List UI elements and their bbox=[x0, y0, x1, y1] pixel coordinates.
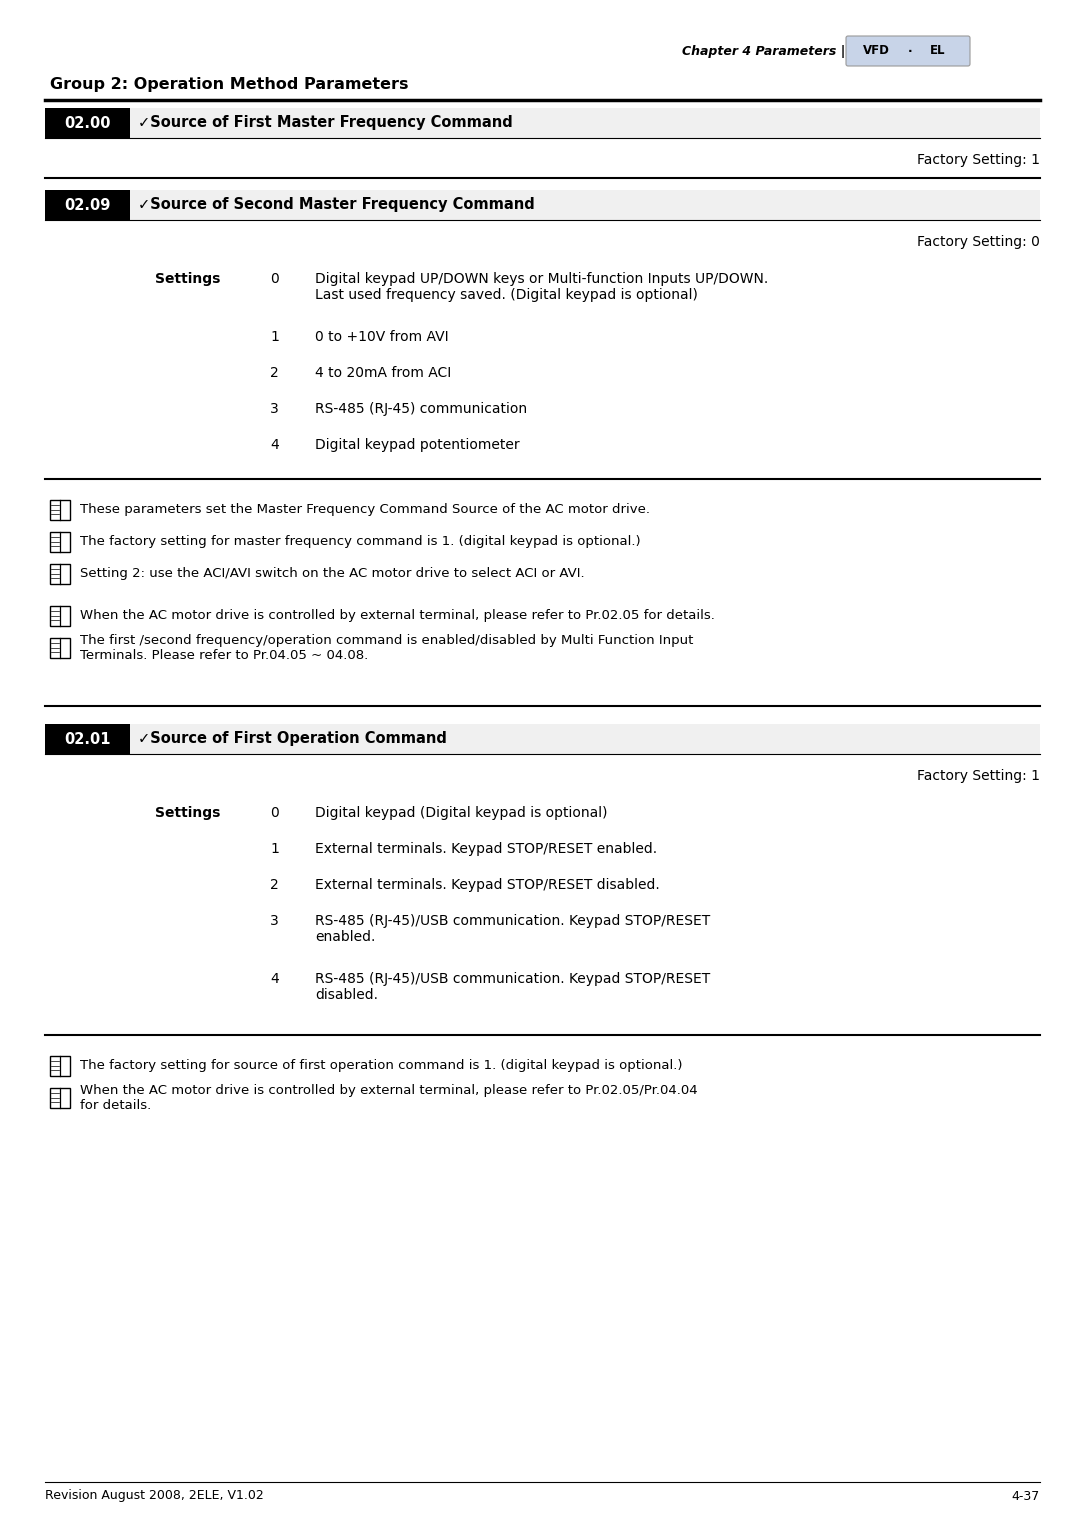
Text: Settings: Settings bbox=[156, 272, 220, 285]
Text: Factory Setting: 0: Factory Setting: 0 bbox=[917, 235, 1040, 249]
Text: External terminals. Keypad STOP/RESET disabled.: External terminals. Keypad STOP/RESET di… bbox=[315, 877, 660, 891]
Bar bbox=[45, 190, 130, 219]
Text: 1: 1 bbox=[270, 842, 279, 856]
Text: 2: 2 bbox=[270, 367, 279, 380]
Text: Setting 2: use the ACI/AVI switch on the AC motor drive to select ACI or AVI.: Setting 2: use the ACI/AVI switch on the… bbox=[80, 568, 584, 580]
Text: RS-485 (RJ-45)/USB communication. Keypad STOP/RESET
enabled.: RS-485 (RJ-45)/USB communication. Keypad… bbox=[315, 914, 711, 945]
Text: 1: 1 bbox=[270, 330, 279, 344]
Text: Digital keypad UP/DOWN keys or Multi-function Inputs UP/DOWN.
Last used frequenc: Digital keypad UP/DOWN keys or Multi-fun… bbox=[315, 272, 768, 302]
Bar bbox=[50, 532, 70, 552]
Text: ·: · bbox=[907, 44, 913, 57]
Bar bbox=[50, 1088, 70, 1108]
Bar bbox=[50, 606, 70, 626]
Text: 4: 4 bbox=[270, 439, 279, 453]
Text: These parameters set the Master Frequency Command Source of the AC motor drive.: These parameters set the Master Frequenc… bbox=[80, 503, 650, 517]
Text: ✓Source of First Operation Command: ✓Source of First Operation Command bbox=[138, 732, 447, 747]
Text: Chapter 4 Parameters |: Chapter 4 Parameters | bbox=[681, 46, 845, 58]
Text: When the AC motor drive is controlled by external terminal, please refer to Pr.0: When the AC motor drive is controlled by… bbox=[80, 1085, 698, 1112]
Text: RS-485 (RJ-45)/USB communication. Keypad STOP/RESET
disabled.: RS-485 (RJ-45)/USB communication. Keypad… bbox=[315, 973, 711, 1002]
Text: VFD: VFD bbox=[863, 44, 890, 57]
Text: Digital keypad (Digital keypad is optional): Digital keypad (Digital keypad is option… bbox=[315, 805, 607, 821]
Text: Settings: Settings bbox=[156, 805, 220, 821]
Bar bbox=[50, 500, 70, 520]
Text: 2: 2 bbox=[270, 877, 279, 891]
Text: 3: 3 bbox=[270, 402, 279, 416]
Text: 02.00: 02.00 bbox=[64, 115, 111, 130]
Text: 3: 3 bbox=[270, 914, 279, 928]
Bar bbox=[50, 638, 70, 658]
Text: ✓Source of Second Master Frequency Command: ✓Source of Second Master Frequency Comma… bbox=[138, 198, 535, 213]
Text: External terminals. Keypad STOP/RESET enabled.: External terminals. Keypad STOP/RESET en… bbox=[315, 842, 657, 856]
Text: Factory Setting: 1: Factory Setting: 1 bbox=[917, 153, 1040, 167]
Text: 0: 0 bbox=[270, 272, 279, 285]
Bar bbox=[45, 724, 130, 755]
Text: 02.09: 02.09 bbox=[65, 198, 110, 213]
Text: 4-37: 4-37 bbox=[1012, 1490, 1040, 1502]
Bar bbox=[45, 107, 130, 138]
Text: 0 to +10V from AVI: 0 to +10V from AVI bbox=[315, 330, 448, 344]
Bar bbox=[50, 1055, 70, 1075]
Text: EL: EL bbox=[930, 44, 946, 57]
Bar bbox=[130, 107, 1040, 138]
Text: When the AC motor drive is controlled by external terminal, please refer to Pr.0: When the AC motor drive is controlled by… bbox=[80, 609, 715, 623]
Text: The factory setting for source of first operation command is 1. (digital keypad : The factory setting for source of first … bbox=[80, 1060, 683, 1072]
Text: 02.01: 02.01 bbox=[64, 732, 111, 747]
Bar bbox=[130, 190, 1040, 219]
Text: RS-485 (RJ-45) communication: RS-485 (RJ-45) communication bbox=[315, 402, 527, 416]
Bar bbox=[130, 724, 1040, 755]
Text: Revision August 2008, 2ELE, V1.02: Revision August 2008, 2ELE, V1.02 bbox=[45, 1490, 264, 1502]
Text: Factory Setting: 1: Factory Setting: 1 bbox=[917, 769, 1040, 782]
Text: Digital keypad potentiometer: Digital keypad potentiometer bbox=[315, 439, 519, 453]
Text: The first /second frequency/operation command is enabled/disabled by Multi Funct: The first /second frequency/operation co… bbox=[80, 634, 693, 663]
Text: The factory setting for master frequency command is 1. (digital keypad is option: The factory setting for master frequency… bbox=[80, 535, 640, 549]
Bar bbox=[50, 565, 70, 584]
Text: 4 to 20mA from ACI: 4 to 20mA from ACI bbox=[315, 367, 451, 380]
Text: ✓Source of First Master Frequency Command: ✓Source of First Master Frequency Comman… bbox=[138, 115, 513, 130]
FancyBboxPatch shape bbox=[846, 35, 970, 66]
Text: 0: 0 bbox=[270, 805, 279, 821]
Text: Group 2: Operation Method Parameters: Group 2: Operation Method Parameters bbox=[50, 78, 408, 92]
Text: 4: 4 bbox=[270, 973, 279, 986]
